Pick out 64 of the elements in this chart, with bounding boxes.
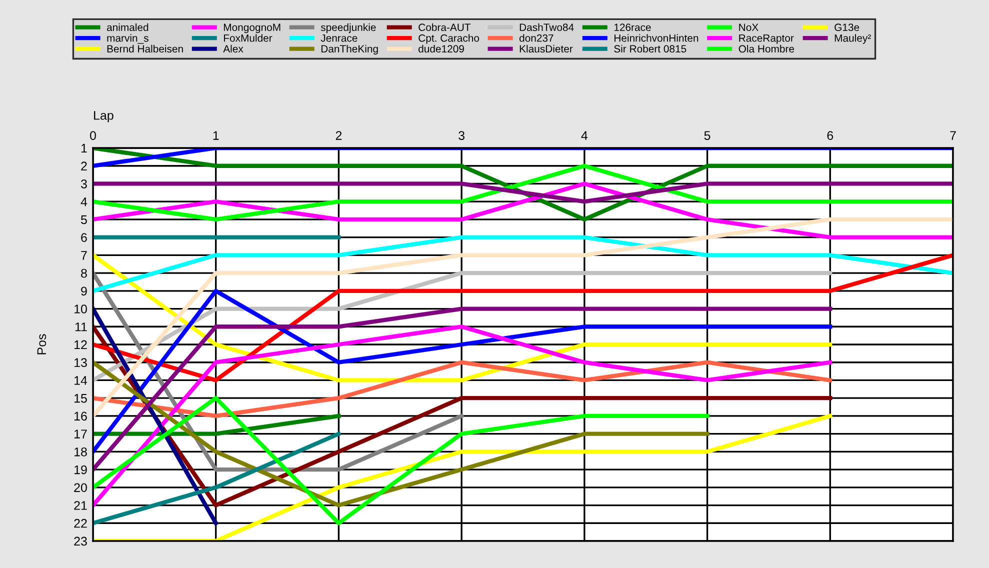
x-tick-label: 7 bbox=[950, 131, 956, 140]
y-tick-label: 9 bbox=[81, 286, 87, 296]
legend-label: dude1209 bbox=[418, 44, 464, 53]
line-series bbox=[93, 182, 953, 240]
legend-label: Cobra-AUT bbox=[418, 23, 471, 32]
legend-label: marvin_s bbox=[107, 34, 148, 44]
legend-label: don237 bbox=[519, 34, 554, 42]
legend-label: HeinrichvonHinten bbox=[614, 34, 698, 42]
legend-label: Ola Hombre bbox=[738, 44, 794, 53]
line-series bbox=[93, 360, 832, 418]
legend-label: speedjunkie bbox=[320, 23, 376, 34]
y-tick-label: 12 bbox=[74, 340, 87, 350]
line-series bbox=[93, 288, 832, 454]
legend-label: NoX bbox=[739, 24, 758, 32]
line-series bbox=[93, 396, 710, 526]
legend-label: Mauley² bbox=[834, 34, 871, 44]
legend-label: animaled bbox=[106, 23, 148, 32]
y-tick-label: 1 bbox=[81, 144, 87, 153]
y-tick-label: 5 bbox=[80, 215, 87, 224]
legend-label: G13e bbox=[834, 24, 860, 32]
x-tick-label: 0 bbox=[90, 131, 96, 140]
y-tick-label: 21 bbox=[74, 501, 87, 510]
line-series bbox=[93, 235, 953, 293]
y-tick-label: 17 bbox=[74, 430, 87, 438]
x-tick-label: 4 bbox=[581, 131, 588, 140]
y-tick-label: 19 bbox=[74, 465, 87, 474]
x-tick-label: 1 bbox=[213, 131, 219, 140]
legend-label: KlausDieter bbox=[520, 44, 573, 53]
y-tick-label: 10 bbox=[74, 304, 87, 314]
line-series bbox=[93, 360, 710, 508]
y-tick-label: 13 bbox=[74, 358, 87, 368]
y-tick-label: 15 bbox=[74, 394, 87, 403]
y-tick-label: 7 bbox=[81, 251, 87, 260]
y-tick-label: 16 bbox=[74, 412, 87, 421]
legend-label: DanTheKing bbox=[321, 44, 378, 55]
legend-label: DashTwo84 bbox=[520, 23, 574, 32]
legend-label: Bernd Halbeisen bbox=[107, 44, 183, 53]
y-tick-label: 11 bbox=[75, 322, 87, 332]
x-tick-label: 2 bbox=[336, 131, 342, 140]
line-series bbox=[93, 414, 832, 541]
legend-label: Cpt. Caracho bbox=[418, 34, 480, 44]
y-tick-label: 14 bbox=[74, 376, 88, 385]
x-tick-label: 5 bbox=[704, 131, 710, 140]
y-tick-label: 4 bbox=[80, 198, 88, 206]
legend-label: Alex bbox=[223, 44, 244, 53]
y-axis-title: Pos bbox=[37, 334, 46, 354]
y-tick-label: 2 bbox=[81, 162, 87, 170]
y-tick-label: 20 bbox=[74, 483, 87, 492]
x-tick-label: 3 bbox=[458, 131, 464, 140]
legend-label: Jenrace bbox=[320, 34, 358, 42]
y-tick-label: 3 bbox=[80, 180, 87, 188]
legend-label: MongognoM bbox=[224, 24, 280, 34]
y-tick-label: 8 bbox=[81, 268, 87, 278]
legend-label: Sir Robert 0815 bbox=[614, 44, 686, 53]
y-tick-label: 22 bbox=[74, 518, 87, 528]
x-axis-title: Lap bbox=[94, 111, 114, 122]
legend-label: 126race bbox=[614, 24, 651, 32]
legend-label: RaceRaptor bbox=[739, 34, 794, 44]
line-series bbox=[93, 217, 953, 418]
y-tick-label: 6 bbox=[81, 233, 87, 242]
y-tick-label: 23 bbox=[74, 536, 87, 546]
y-tick-label: 18 bbox=[74, 447, 87, 456]
x-tick-label: 6 bbox=[827, 131, 834, 140]
legend-label: FoxMulder bbox=[224, 34, 272, 42]
